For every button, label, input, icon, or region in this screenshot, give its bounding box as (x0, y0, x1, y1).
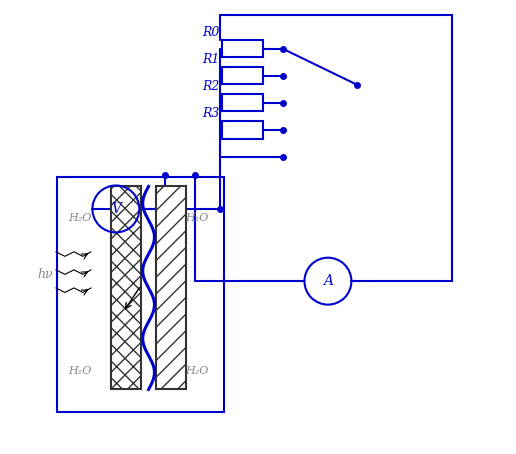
Text: R0: R0 (202, 26, 220, 39)
Bar (222, 94, 263, 112)
Text: H₂O: H₂O (185, 366, 209, 376)
Bar (222, 67, 263, 84)
Text: H₂O: H₂O (68, 213, 91, 223)
Text: R3: R3 (202, 107, 220, 120)
Bar (57, 178, 224, 412)
Bar (111, 187, 141, 390)
Text: H₂O: H₂O (68, 366, 91, 376)
Bar (222, 40, 263, 57)
Text: V: V (111, 202, 121, 216)
Bar (156, 187, 186, 390)
Text: hν: hν (37, 268, 53, 281)
Bar (222, 121, 263, 138)
Text: A: A (323, 274, 333, 288)
Text: R2: R2 (202, 80, 220, 93)
Text: R1: R1 (202, 53, 220, 66)
Text: H₂O: H₂O (185, 213, 209, 223)
